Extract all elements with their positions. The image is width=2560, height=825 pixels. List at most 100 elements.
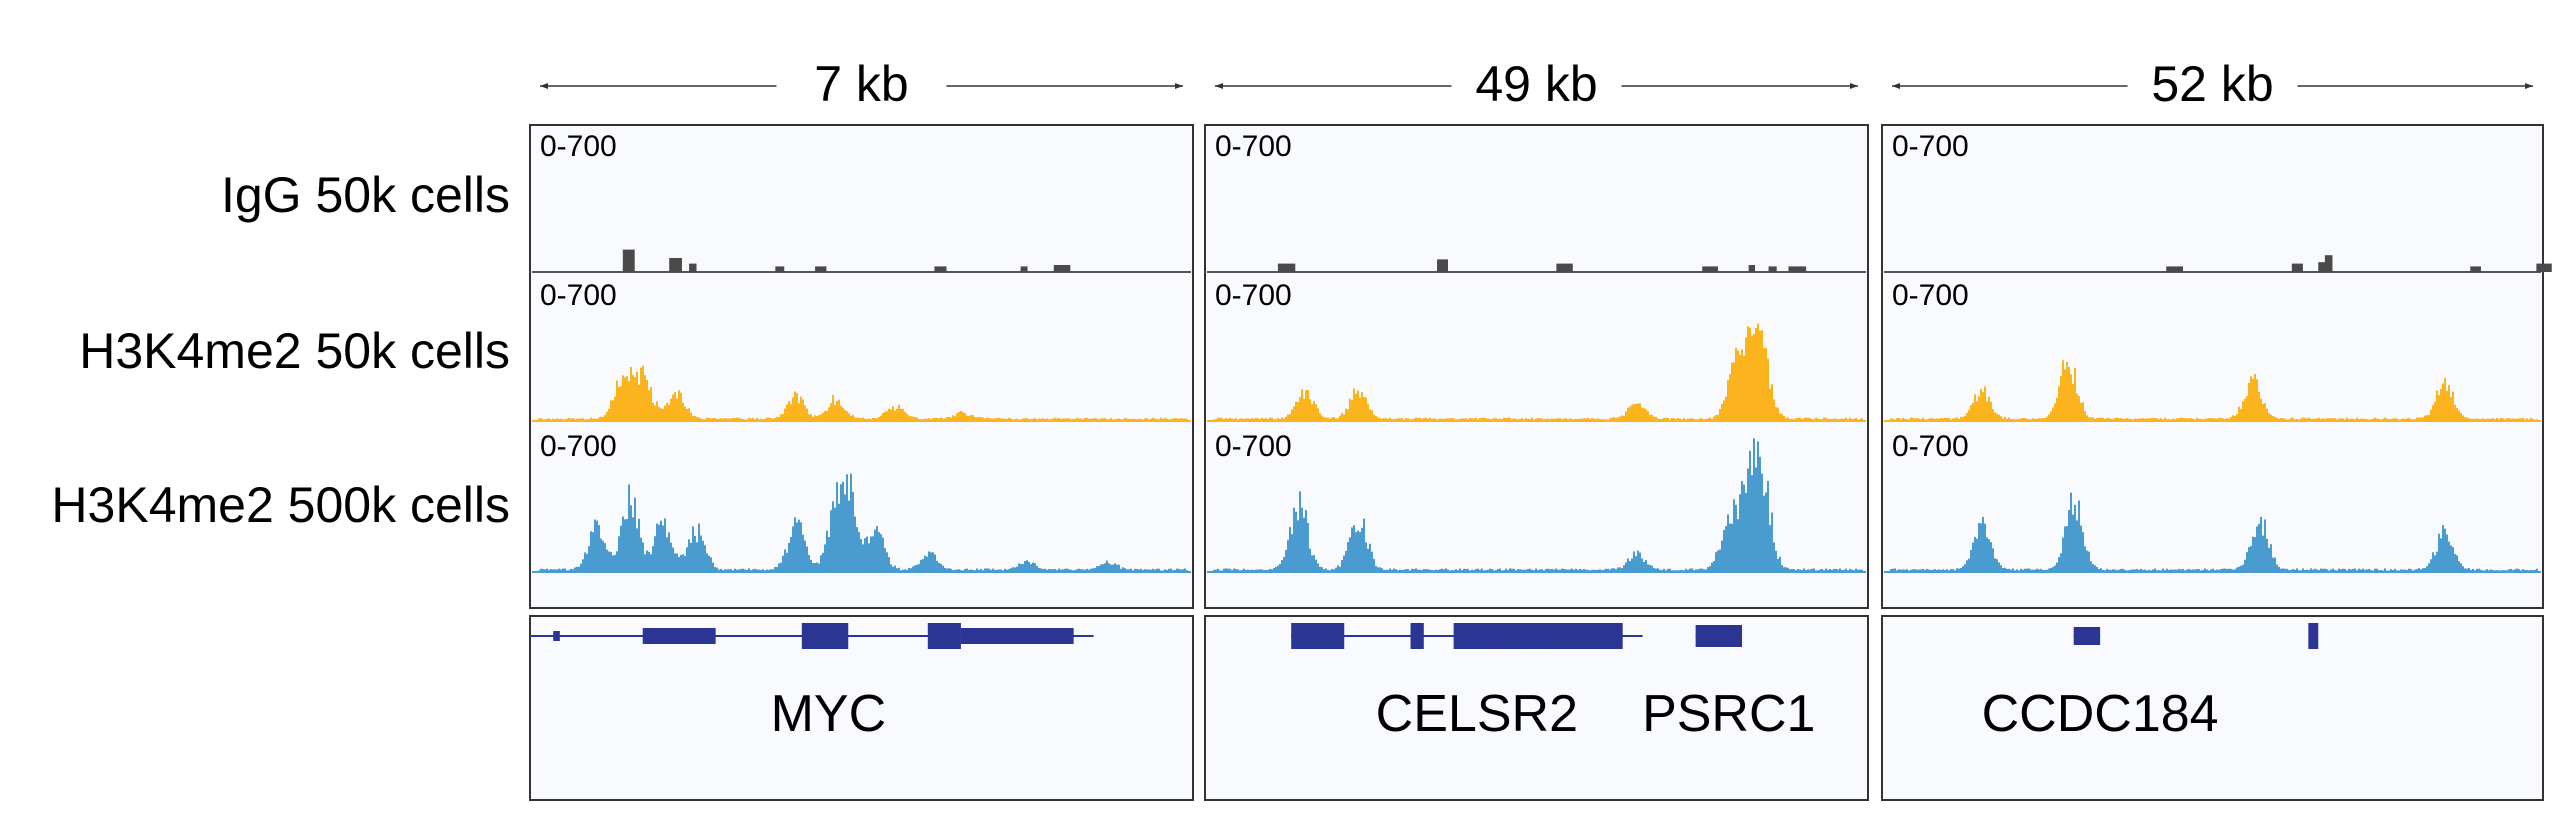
signal-bar — [1174, 569, 1176, 572]
signal-bar — [706, 417, 708, 421]
signal-bar — [1461, 418, 1463, 421]
signal-bar — [1106, 419, 1108, 421]
signal-bar — [834, 507, 836, 572]
signal-bar — [2174, 569, 2176, 572]
signal-bar — [1719, 408, 1721, 421]
signal-bar — [1036, 419, 1038, 421]
signal-bar — [1357, 530, 1359, 572]
signal-bar — [1172, 570, 1174, 572]
signal-bar — [1367, 404, 1369, 421]
signal-bar — [2298, 570, 2300, 572]
signal-bar — [600, 538, 602, 572]
signal-bar — [1395, 418, 1397, 421]
signal-bar — [1751, 475, 1753, 572]
signal-bar — [1543, 570, 1545, 572]
signal-bar — [1152, 568, 1154, 572]
signal-bar — [2328, 570, 2330, 572]
signal-bar — [2178, 418, 2180, 421]
signal-bar — [1349, 398, 1351, 421]
signal-bar — [1625, 562, 1627, 572]
signal-bar — [574, 419, 576, 421]
signal-bar — [952, 570, 954, 572]
signal-bar — [594, 519, 596, 572]
signal-bar — [1307, 389, 1309, 421]
signal-bar — [634, 497, 636, 572]
track-label-igg: IgG 50k cells — [221, 167, 510, 223]
signal-bar — [634, 377, 636, 421]
signal-bar — [1391, 569, 1393, 572]
signal-bar — [638, 518, 640, 572]
signal-bar — [1347, 409, 1349, 421]
signal-bar — [2238, 406, 2240, 421]
signal-bar — [2104, 418, 2106, 421]
signal-bar — [1331, 417, 1333, 421]
signal-bar — [1066, 568, 1068, 572]
signal-bar — [1663, 568, 1665, 572]
signal-bar — [2376, 568, 2378, 572]
signal-bar — [1725, 396, 1727, 421]
gene-exon — [1548, 623, 1553, 649]
signal-bar — [1912, 569, 1914, 572]
signal-bar — [1986, 537, 1988, 572]
signal-bar — [1409, 570, 1411, 572]
signal-bar — [1481, 417, 1483, 421]
signal-bar — [2398, 570, 2400, 572]
signal-bar — [1072, 570, 1074, 572]
signal-bar — [2394, 568, 2396, 572]
signal-bar — [2006, 568, 2008, 572]
signal-bar — [1186, 570, 1188, 572]
signal-bar — [1375, 415, 1377, 421]
signal-bar — [1281, 560, 1283, 572]
signal-bar — [1669, 568, 1671, 572]
arrow-left-icon — [1215, 83, 1223, 89]
signal-bar — [1729, 523, 1731, 572]
signal-bar — [2070, 374, 2072, 421]
signal-bar — [1561, 568, 1563, 572]
signal-bar — [892, 406, 894, 421]
signal-bar — [1329, 570, 1331, 572]
signal-bar — [2286, 568, 2288, 572]
signal-bar — [2108, 417, 2110, 421]
signal-bar — [1972, 402, 1974, 421]
signal-bar — [1152, 417, 1154, 421]
signal-bar — [2376, 418, 2378, 421]
signal-bar — [982, 417, 984, 421]
signal-bar — [1331, 568, 1333, 572]
signal-bar — [1235, 569, 1237, 572]
signal-bar — [1435, 569, 1437, 572]
signal-bar — [1553, 419, 1555, 421]
signal-h3k4me2-50k — [538, 365, 1188, 421]
signal-bar — [1908, 419, 1910, 421]
signal-bar — [2434, 401, 2436, 421]
signal-bar — [1271, 417, 1273, 421]
signal-bar — [1575, 568, 1577, 572]
signal-bar — [2142, 418, 2144, 421]
signal-bar — [746, 569, 748, 572]
signal-bar — [698, 417, 700, 421]
signal-bar — [1579, 418, 1581, 421]
signal-bar — [2510, 568, 2512, 572]
signal-bar — [2314, 418, 2316, 421]
signal-bar — [2402, 569, 2404, 572]
signal-bar — [2082, 402, 2084, 421]
signal-bar — [1619, 567, 1621, 572]
signal-bar — [2460, 563, 2462, 572]
signal-bar — [2200, 570, 2202, 572]
signal-bar — [2346, 417, 2348, 421]
signal-bar — [2180, 417, 2182, 421]
signal-bar — [1843, 418, 1845, 421]
signal-bar — [1998, 562, 2000, 572]
signal-bar — [1791, 418, 1793, 421]
signal-bar — [1577, 418, 1579, 421]
signal-bar — [1004, 418, 1006, 421]
signal-bar — [2170, 419, 2172, 421]
signal-bar — [2304, 570, 2306, 572]
signal-bar — [2218, 417, 2220, 421]
signal-bar — [770, 569, 772, 572]
signal-bar — [2322, 568, 2324, 572]
signal-bar — [1813, 568, 1815, 572]
signal-bar — [2524, 569, 2526, 572]
signal-bar — [994, 569, 996, 572]
signal-bar — [2324, 255, 2333, 272]
signal-bar — [1257, 569, 1259, 572]
